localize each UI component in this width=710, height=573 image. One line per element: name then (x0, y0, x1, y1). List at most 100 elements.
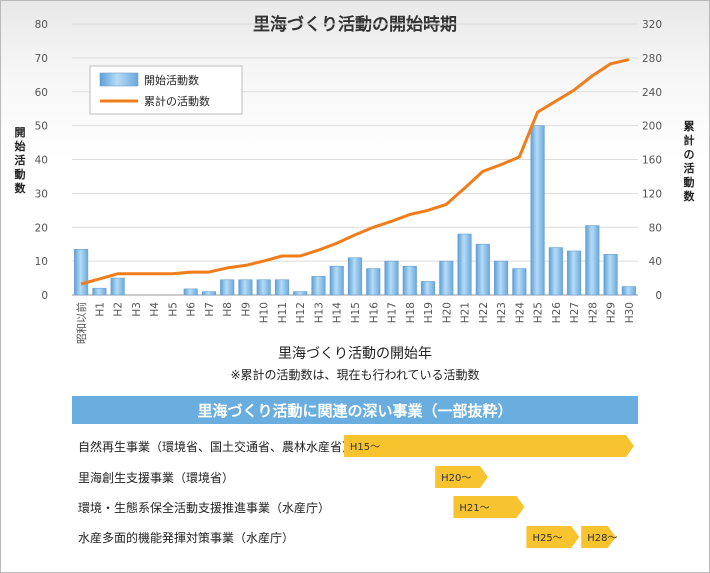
x-tick-label: H26 (551, 302, 563, 324)
x-axis-title: 里海づくり活動の開始年 (278, 346, 432, 362)
left-axis-title-char: 数 (15, 181, 27, 195)
bar (74, 248, 89, 296)
left-tick-label: 80 (35, 19, 48, 31)
bar (347, 257, 363, 296)
x-tick-label: H1 (94, 302, 106, 317)
bar (201, 291, 216, 296)
project-arrow-label: H15〜 (350, 442, 380, 453)
left-tick-label: 0 (41, 290, 48, 302)
project-arrow-label: H20〜 (441, 473, 471, 484)
left-tick-label: 50 (35, 121, 48, 133)
x-tick-label: H3 (131, 302, 143, 317)
bar (512, 268, 527, 296)
bar (366, 268, 381, 296)
x-tick-label: H2 (113, 302, 125, 317)
left-tick-label: 70 (35, 53, 48, 65)
x-tick-label: H10 (259, 302, 271, 323)
x-tick-label: H4 (149, 302, 161, 317)
bar (274, 279, 290, 296)
bar (384, 260, 399, 296)
project-arrow (453, 496, 525, 518)
left-tick-label: 40 (35, 155, 48, 167)
right-axis-title-char: 累 (684, 120, 695, 133)
line-series (80, 58, 630, 286)
x-tick-label: H19 (423, 302, 435, 323)
right-tick-label: 40 (649, 256, 662, 268)
x-tick-label: H12 (295, 302, 307, 323)
x-tick-label: H7 (204, 302, 216, 317)
bar (585, 225, 600, 296)
x-tick-label: 昭和以前 (75, 302, 88, 344)
right-tick-label: 200 (642, 121, 662, 133)
bar (110, 277, 125, 296)
left-axis-title: 開始活動数 (15, 126, 27, 195)
chart-note: ※累計の活動数は、現在も行われている活動数 (230, 367, 479, 382)
bar (439, 260, 454, 296)
left-axis-title-char: 活 (15, 153, 26, 167)
timeline-banner (72, 396, 638, 424)
left-tick-label: 60 (35, 87, 48, 99)
legend-line-label: 累計の活動数 (144, 94, 210, 108)
x-tick-label: H18 (405, 302, 417, 323)
project-arrow (526, 526, 580, 548)
x-tick-label: H27 (569, 302, 581, 323)
x-tick-label: H25 (533, 302, 545, 323)
right-axis-ticks: 0 40 80 120 160 200 240 280 320 (642, 19, 662, 302)
x-tick-label: H15 (350, 302, 362, 323)
project-label: 水産多面的機能発揮対策事業（水産庁） (78, 530, 294, 545)
x-axis-ticks: 昭和以前 H1 H2 H3 H4 H5 H6 H7 H8 H9 H10 H11 H12 H13 H14 H15… (75, 302, 636, 344)
bar (494, 260, 509, 296)
x-tick-label: H13 (313, 302, 325, 323)
right-tick-label: 280 (642, 53, 662, 65)
bar (220, 279, 235, 296)
bar (256, 279, 271, 296)
right-axis-title-char: 数 (684, 189, 696, 203)
bar (293, 291, 308, 296)
x-tick-label: H9 (240, 302, 252, 317)
left-axis-title-char: 始 (15, 139, 26, 153)
x-tick-label: H28 (587, 302, 599, 323)
x-tick-label: H8 (222, 302, 234, 317)
bar (530, 125, 545, 296)
left-axis-title-char: 動 (15, 167, 26, 181)
x-tick-label: H21 (460, 302, 472, 323)
left-tick-label: 20 (35, 222, 48, 234)
right-tick-label: 0 (655, 290, 662, 302)
bar (603, 254, 618, 296)
x-tick-label: H20 (441, 302, 453, 323)
timeline-rows: 自然再生事業（環境省、国土交通省、農林水産省）H15〜里海創生支援事業（環境省）… (78, 435, 634, 548)
bar (329, 265, 344, 296)
x-tick-label: H14 (332, 302, 344, 324)
right-axis-title-char: 計 (684, 133, 695, 147)
x-tick-label: H30 (624, 302, 636, 323)
bar (475, 243, 490, 296)
right-tick-label: 80 (649, 222, 662, 234)
project-label: 里海創生支援事業（環境省） (78, 470, 234, 485)
bar (420, 281, 436, 296)
legend: 開始活動数 累計の活動数 (89, 65, 243, 115)
bar (548, 247, 563, 296)
project-arrow-label: H25〜 (532, 533, 562, 544)
x-tick-label: H16 (368, 302, 380, 324)
project-arrow-label: H21〜 (459, 503, 489, 514)
x-tick-label: H29 (606, 302, 618, 323)
right-tick-label: 240 (642, 87, 662, 99)
x-tick-label: H24 (514, 302, 526, 324)
project-arrow (581, 526, 616, 548)
right-axis-title-char: 動 (684, 175, 695, 189)
bar (621, 286, 636, 296)
x-tick-label: H5 (167, 302, 179, 317)
bar (567, 250, 582, 296)
bar (183, 288, 198, 296)
bar (402, 265, 417, 296)
right-axis-title-char: 活 (684, 161, 695, 175)
right-axis-title: 累計の活動数 (684, 120, 696, 203)
bar-series (74, 125, 636, 296)
bar (457, 233, 472, 296)
left-axis-title-char: 開 (15, 126, 26, 139)
bar (92, 287, 107, 296)
right-axis-title-char: の (684, 148, 695, 161)
x-tick-label: H22 (478, 302, 490, 323)
legend-bar-swatch (99, 72, 139, 87)
